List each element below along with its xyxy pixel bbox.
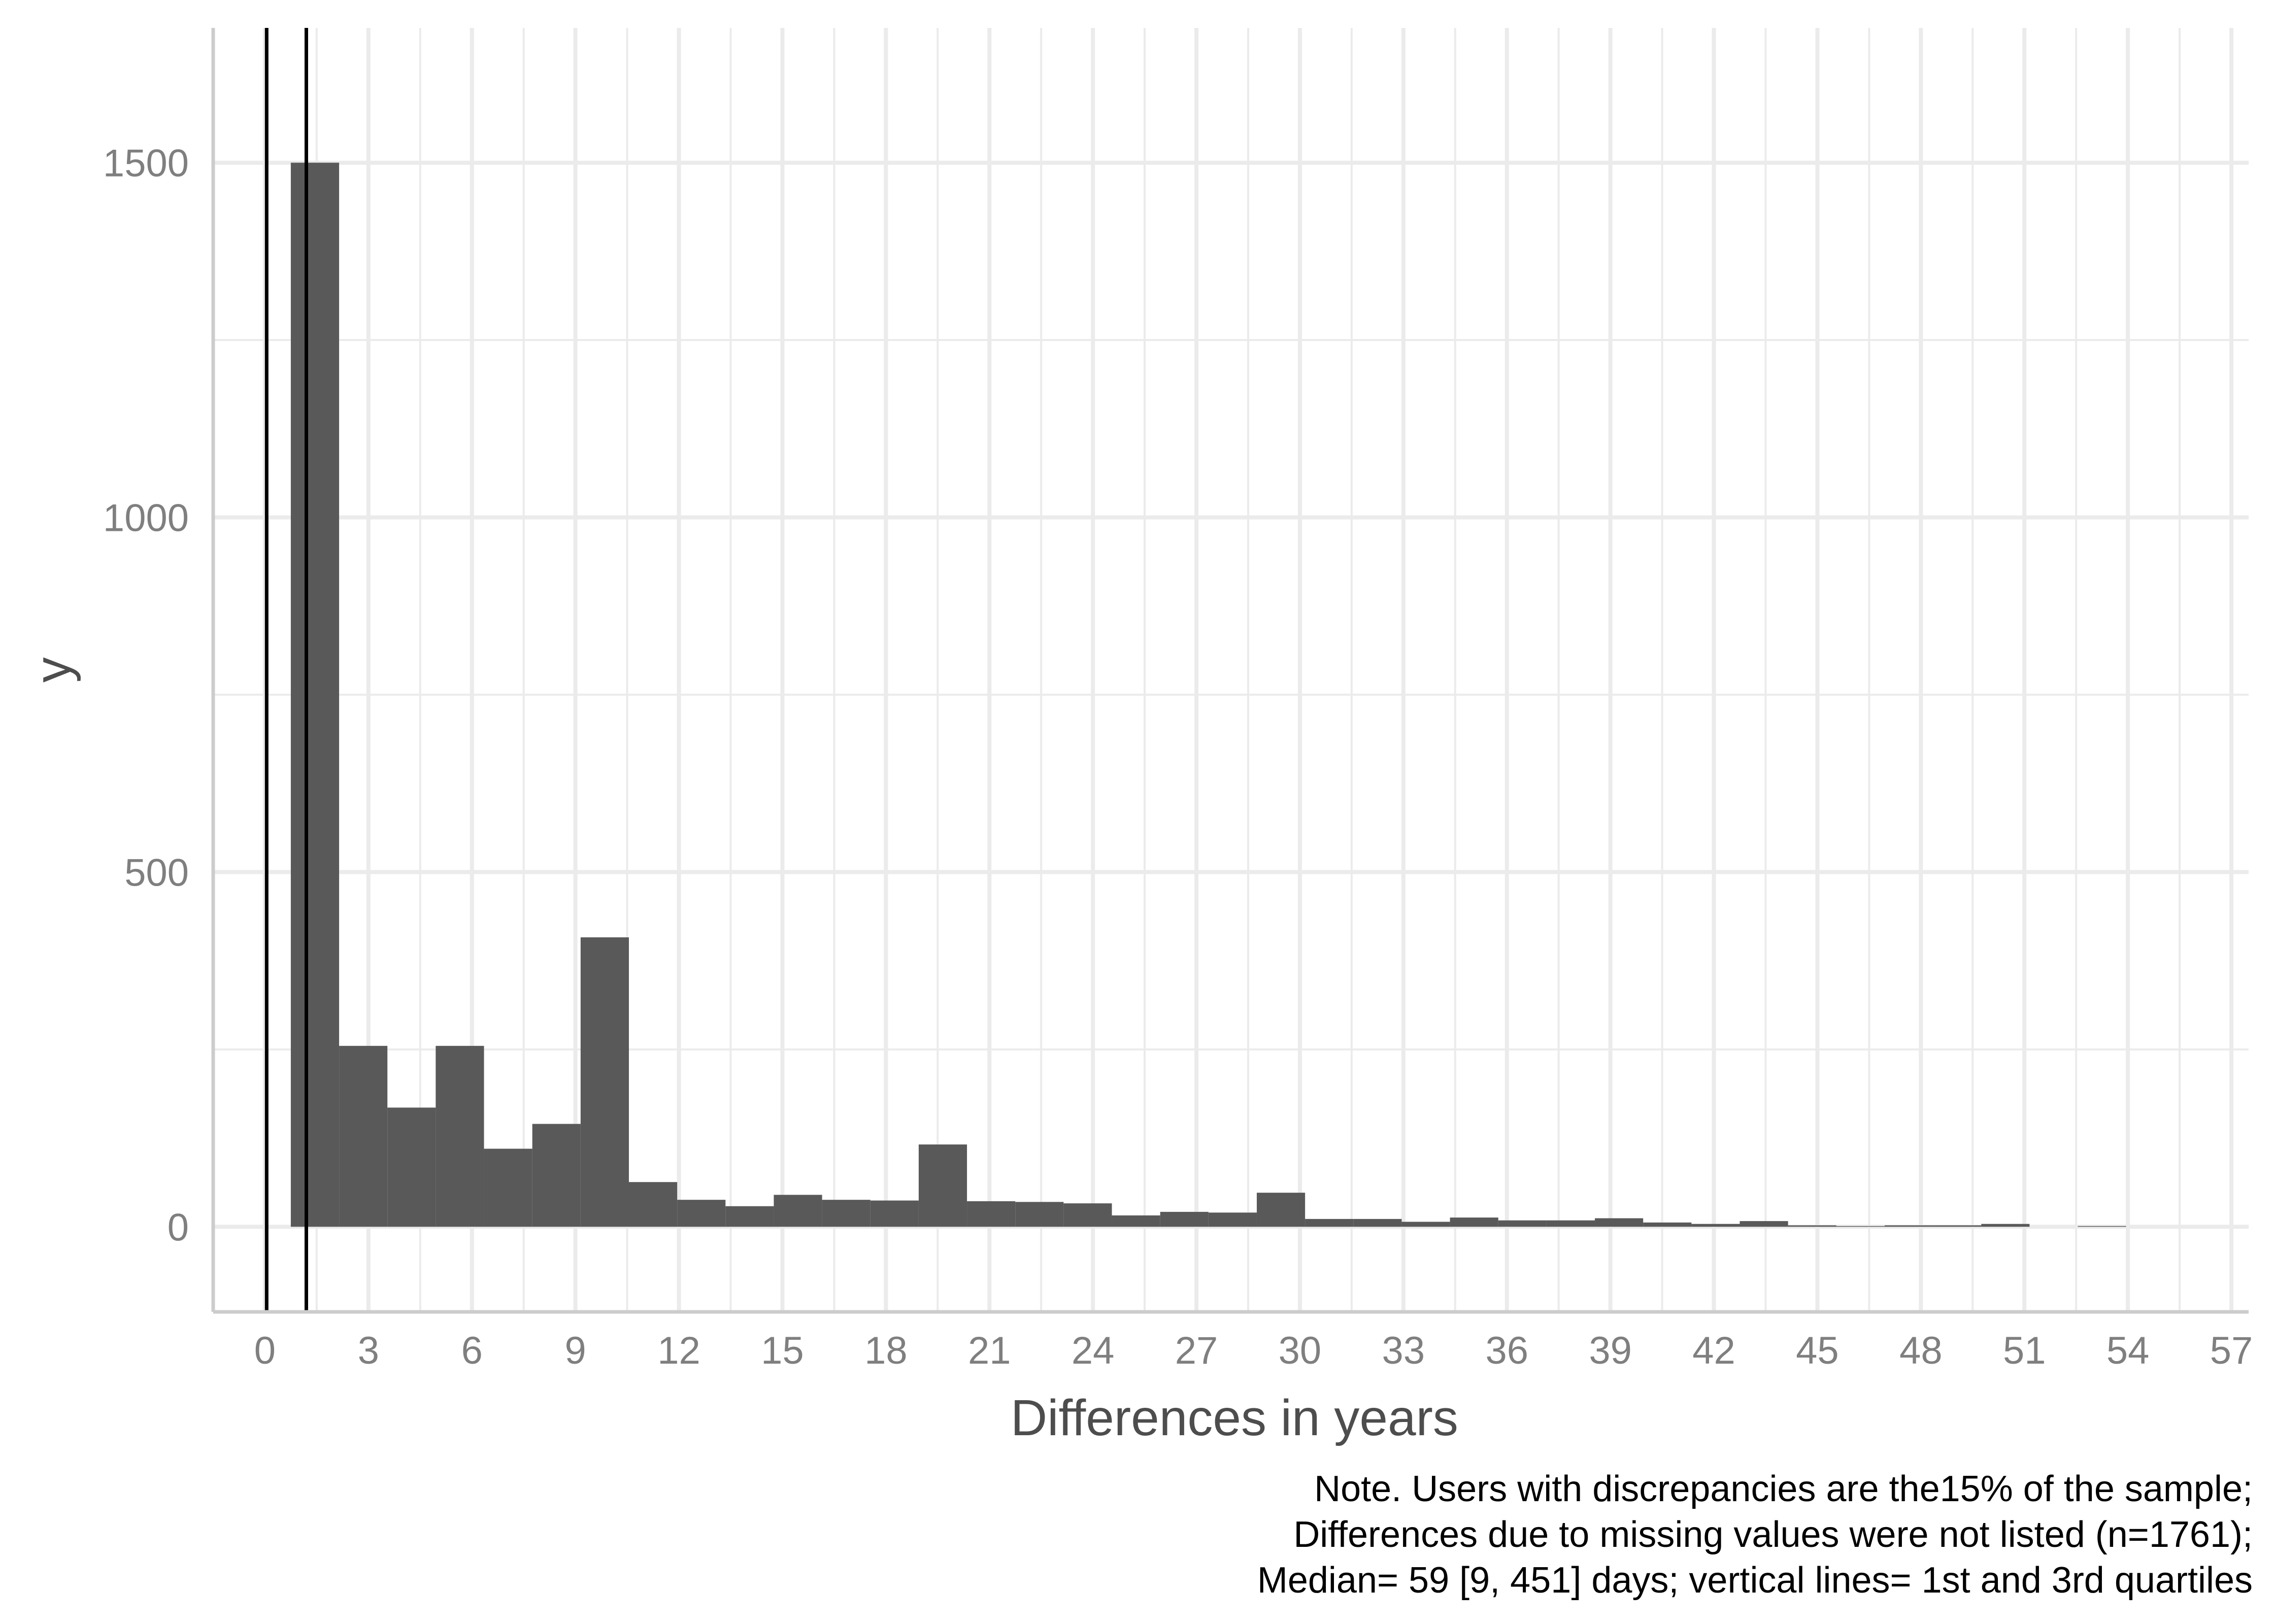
x-tick-label-42: 42 — [1692, 1329, 1735, 1372]
histogram-bar-25 — [1498, 1220, 1547, 1227]
quartile-lines — [264, 28, 309, 1312]
x-tick-label-3: 3 — [358, 1329, 379, 1372]
x-tick-label-18: 18 — [864, 1329, 908, 1372]
x-tick-label-6: 6 — [461, 1329, 483, 1372]
histogram-bar-26 — [1546, 1220, 1595, 1227]
histogram-bar-12 — [870, 1200, 919, 1227]
histogram-bar-18 — [1160, 1211, 1209, 1227]
y-tick-label-1000: 1000 — [103, 496, 189, 539]
axes — [211, 28, 2249, 1314]
histogram-bar-6 — [580, 937, 629, 1227]
histogram-bar-9 — [725, 1206, 774, 1227]
x-tick-label-12: 12 — [657, 1329, 700, 1372]
grid-major — [213, 28, 2249, 1312]
histogram-bar-3 — [436, 1045, 484, 1227]
histogram-bar-22 — [1353, 1219, 1402, 1227]
histogram-bar-23 — [1401, 1222, 1450, 1227]
histogram-bar-24 — [1450, 1217, 1498, 1227]
y-tick-label-1500: 1500 — [103, 142, 189, 185]
x-tick-label-30: 30 — [1279, 1329, 1322, 1372]
y-tick-label-0: 0 — [168, 1206, 189, 1249]
x-tick-label-39: 39 — [1589, 1329, 1632, 1372]
histogram-bar-31 — [1788, 1225, 1836, 1227]
x-tick-label-51: 51 — [2003, 1329, 2046, 1372]
x-tick-label-33: 33 — [1382, 1329, 1425, 1372]
x-tick-label-48: 48 — [1899, 1329, 1943, 1372]
bars — [290, 162, 2126, 1227]
note-line-3: Median= 59 [9, 451] days; vertical lines… — [1257, 1560, 2253, 1601]
x-tick-label-45: 45 — [1796, 1329, 1839, 1372]
histogram-bar-0 — [290, 162, 340, 1227]
y-tick-label-500: 500 — [124, 851, 189, 894]
histogram-bar-19 — [1208, 1212, 1257, 1227]
histogram-bar-37 — [2078, 1226, 2126, 1227]
histogram-bar-34 — [1933, 1225, 1982, 1227]
y-tick-labels: 0 500 1000 1500 — [103, 142, 189, 1249]
note-line-1: Note. Users with discrepancies are the15… — [1314, 1469, 2253, 1509]
y-axis-title: y — [24, 657, 81, 683]
histogram-bar-35 — [1981, 1224, 2030, 1227]
note: Note. Users with discrepancies are the15… — [1257, 1469, 2253, 1601]
x-tick-label-21: 21 — [968, 1329, 1011, 1372]
x-tick-label-24: 24 — [1072, 1329, 1115, 1372]
histogram-bar-4 — [484, 1148, 532, 1227]
x-tick-label-0: 0 — [254, 1329, 276, 1372]
x-tick-label-54: 54 — [2106, 1329, 2150, 1372]
x-axis-title: Differences in years — [1011, 1390, 1458, 1446]
histogram-bar-29 — [1691, 1224, 1740, 1227]
histogram-bar-2 — [387, 1107, 436, 1227]
note-line-2: Differences due to missing values were n… — [1293, 1514, 2253, 1555]
histogram-bar-5 — [532, 1124, 581, 1227]
grid-minor — [212, 28, 2249, 1312]
histogram-bar-28 — [1643, 1222, 1692, 1227]
x-tick-label-36: 36 — [1485, 1329, 1528, 1372]
histogram-bar-1 — [339, 1045, 388, 1227]
histogram-bar-16 — [1063, 1203, 1112, 1227]
histogram-bar-21 — [1305, 1219, 1354, 1227]
histogram-bar-8 — [677, 1200, 726, 1227]
x-tick-label-9: 9 — [565, 1329, 586, 1372]
histogram-bar-30 — [1740, 1221, 1788, 1227]
histogram-bar-15 — [1015, 1202, 1064, 1227]
histogram-bar-11 — [822, 1200, 871, 1227]
histogram-bar-13 — [918, 1144, 967, 1227]
x-tick-label-57: 57 — [2210, 1329, 2253, 1372]
histogram-bar-20 — [1256, 1193, 1306, 1227]
x-tick-label-15: 15 — [761, 1329, 804, 1372]
x-tick-labels: 0 3 6 9 12 15 18 21 24 27 30 33 36 39 42 45 48 51 54 57 — [254, 1329, 2253, 1372]
histogram-bar-7 — [628, 1182, 678, 1227]
histogram-bar-27 — [1595, 1218, 1644, 1227]
histogram-bar-10 — [774, 1195, 822, 1227]
histogram-bar-14 — [967, 1201, 1016, 1227]
histogram-bar-33 — [1884, 1225, 1933, 1227]
histogram-bar-32 — [1836, 1226, 1885, 1227]
histogram-bar-17 — [1112, 1215, 1160, 1227]
x-tick-label-27: 27 — [1175, 1329, 1218, 1372]
